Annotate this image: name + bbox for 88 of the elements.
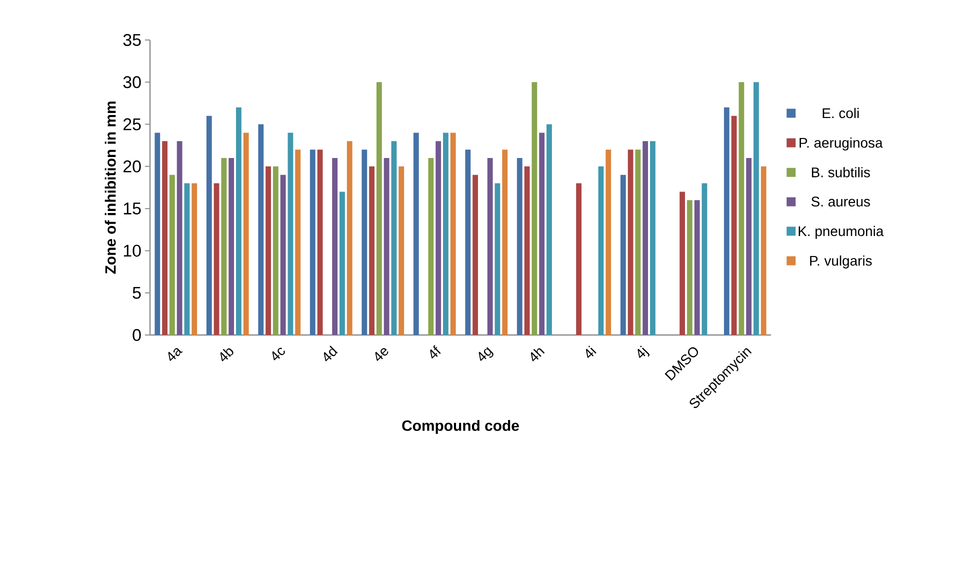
legend-label: P. vulgaris	[810, 255, 872, 268]
bar	[731, 116, 737, 335]
legend-label: P. aeruginosa	[800, 138, 883, 150]
bar	[628, 150, 634, 335]
bar	[391, 141, 397, 335]
y-tick-label: 0	[132, 329, 141, 341]
bar	[546, 124, 552, 335]
x-tick-label: 4d	[324, 346, 338, 362]
bar	[516, 158, 522, 335]
bar	[576, 183, 582, 335]
legend-label: K. pneumonia	[798, 226, 884, 239]
bar	[598, 166, 604, 335]
y-tick-label: 25	[124, 118, 141, 130]
bar	[746, 158, 752, 335]
bar	[494, 183, 500, 335]
bar	[686, 200, 692, 335]
bar	[450, 132, 456, 335]
bar	[487, 158, 493, 335]
legend-label: S. aureus	[811, 196, 870, 207]
x-tick-label: 4e	[375, 348, 388, 361]
x-tick-label: 4h	[530, 348, 545, 362]
bar	[362, 150, 368, 335]
bar	[317, 150, 323, 335]
y-tick-label: 15	[124, 202, 141, 214]
bar	[214, 183, 220, 335]
bar	[398, 166, 404, 335]
bar	[243, 132, 249, 335]
bar	[650, 141, 656, 335]
bar	[236, 107, 242, 335]
legend-label: E. coli	[822, 108, 859, 118]
bar	[502, 150, 508, 335]
bar	[272, 166, 278, 335]
bar	[635, 150, 641, 335]
bar	[472, 174, 478, 335]
bar	[346, 141, 352, 335]
bar	[384, 158, 390, 335]
y-tick-label: 5	[132, 286, 141, 299]
bar	[620, 174, 626, 335]
bar	[539, 132, 545, 335]
bar	[436, 141, 442, 335]
bar	[280, 174, 286, 335]
bar	[413, 132, 419, 335]
bar	[295, 150, 301, 335]
bar	[465, 150, 471, 335]
y-axis-title: Zone of inhibition in mm	[104, 102, 116, 274]
y-tick-label: 35	[123, 34, 141, 46]
bar	[340, 192, 345, 335]
bar	[760, 166, 766, 335]
bar	[332, 158, 338, 335]
bar	[184, 183, 190, 335]
bar	[206, 116, 212, 335]
bar	[176, 141, 182, 335]
bar	[228, 158, 234, 335]
bar	[680, 192, 685, 335]
x-tick-label: 4j	[638, 346, 650, 358]
bar	[288, 132, 294, 335]
bar	[694, 200, 700, 335]
y-tick-label: 30	[123, 76, 141, 88]
bar	[754, 82, 759, 335]
x-tick-label: 4i	[586, 346, 596, 358]
legend-label: B. subtilis	[812, 167, 870, 178]
bar	[524, 166, 530, 335]
bar	[169, 174, 175, 335]
y-tick-label: 10	[124, 244, 141, 257]
x-tick-label: 4b	[220, 348, 234, 362]
bar	[702, 183, 708, 335]
bar	[532, 82, 538, 335]
bar	[724, 107, 730, 335]
x-tick-label: 4f	[430, 345, 441, 359]
bar	[221, 158, 227, 335]
bar	[266, 166, 271, 335]
bar	[738, 82, 744, 335]
bar	[376, 82, 382, 335]
bar	[154, 132, 160, 335]
x-axis-title: Compound code	[402, 420, 519, 434]
y-tick-label: 20	[124, 160, 141, 172]
bar	[310, 150, 316, 335]
bar	[192, 183, 198, 335]
x-tick-label: 4g	[478, 347, 494, 361]
bar	[258, 124, 264, 335]
bar	[443, 132, 448, 335]
bar	[606, 150, 612, 335]
bar	[162, 141, 168, 335]
bar	[428, 158, 434, 335]
bar	[642, 141, 648, 335]
x-tick-label: 4c	[272, 348, 285, 360]
x-tick-label: 4a	[168, 348, 183, 361]
bar	[369, 166, 374, 335]
